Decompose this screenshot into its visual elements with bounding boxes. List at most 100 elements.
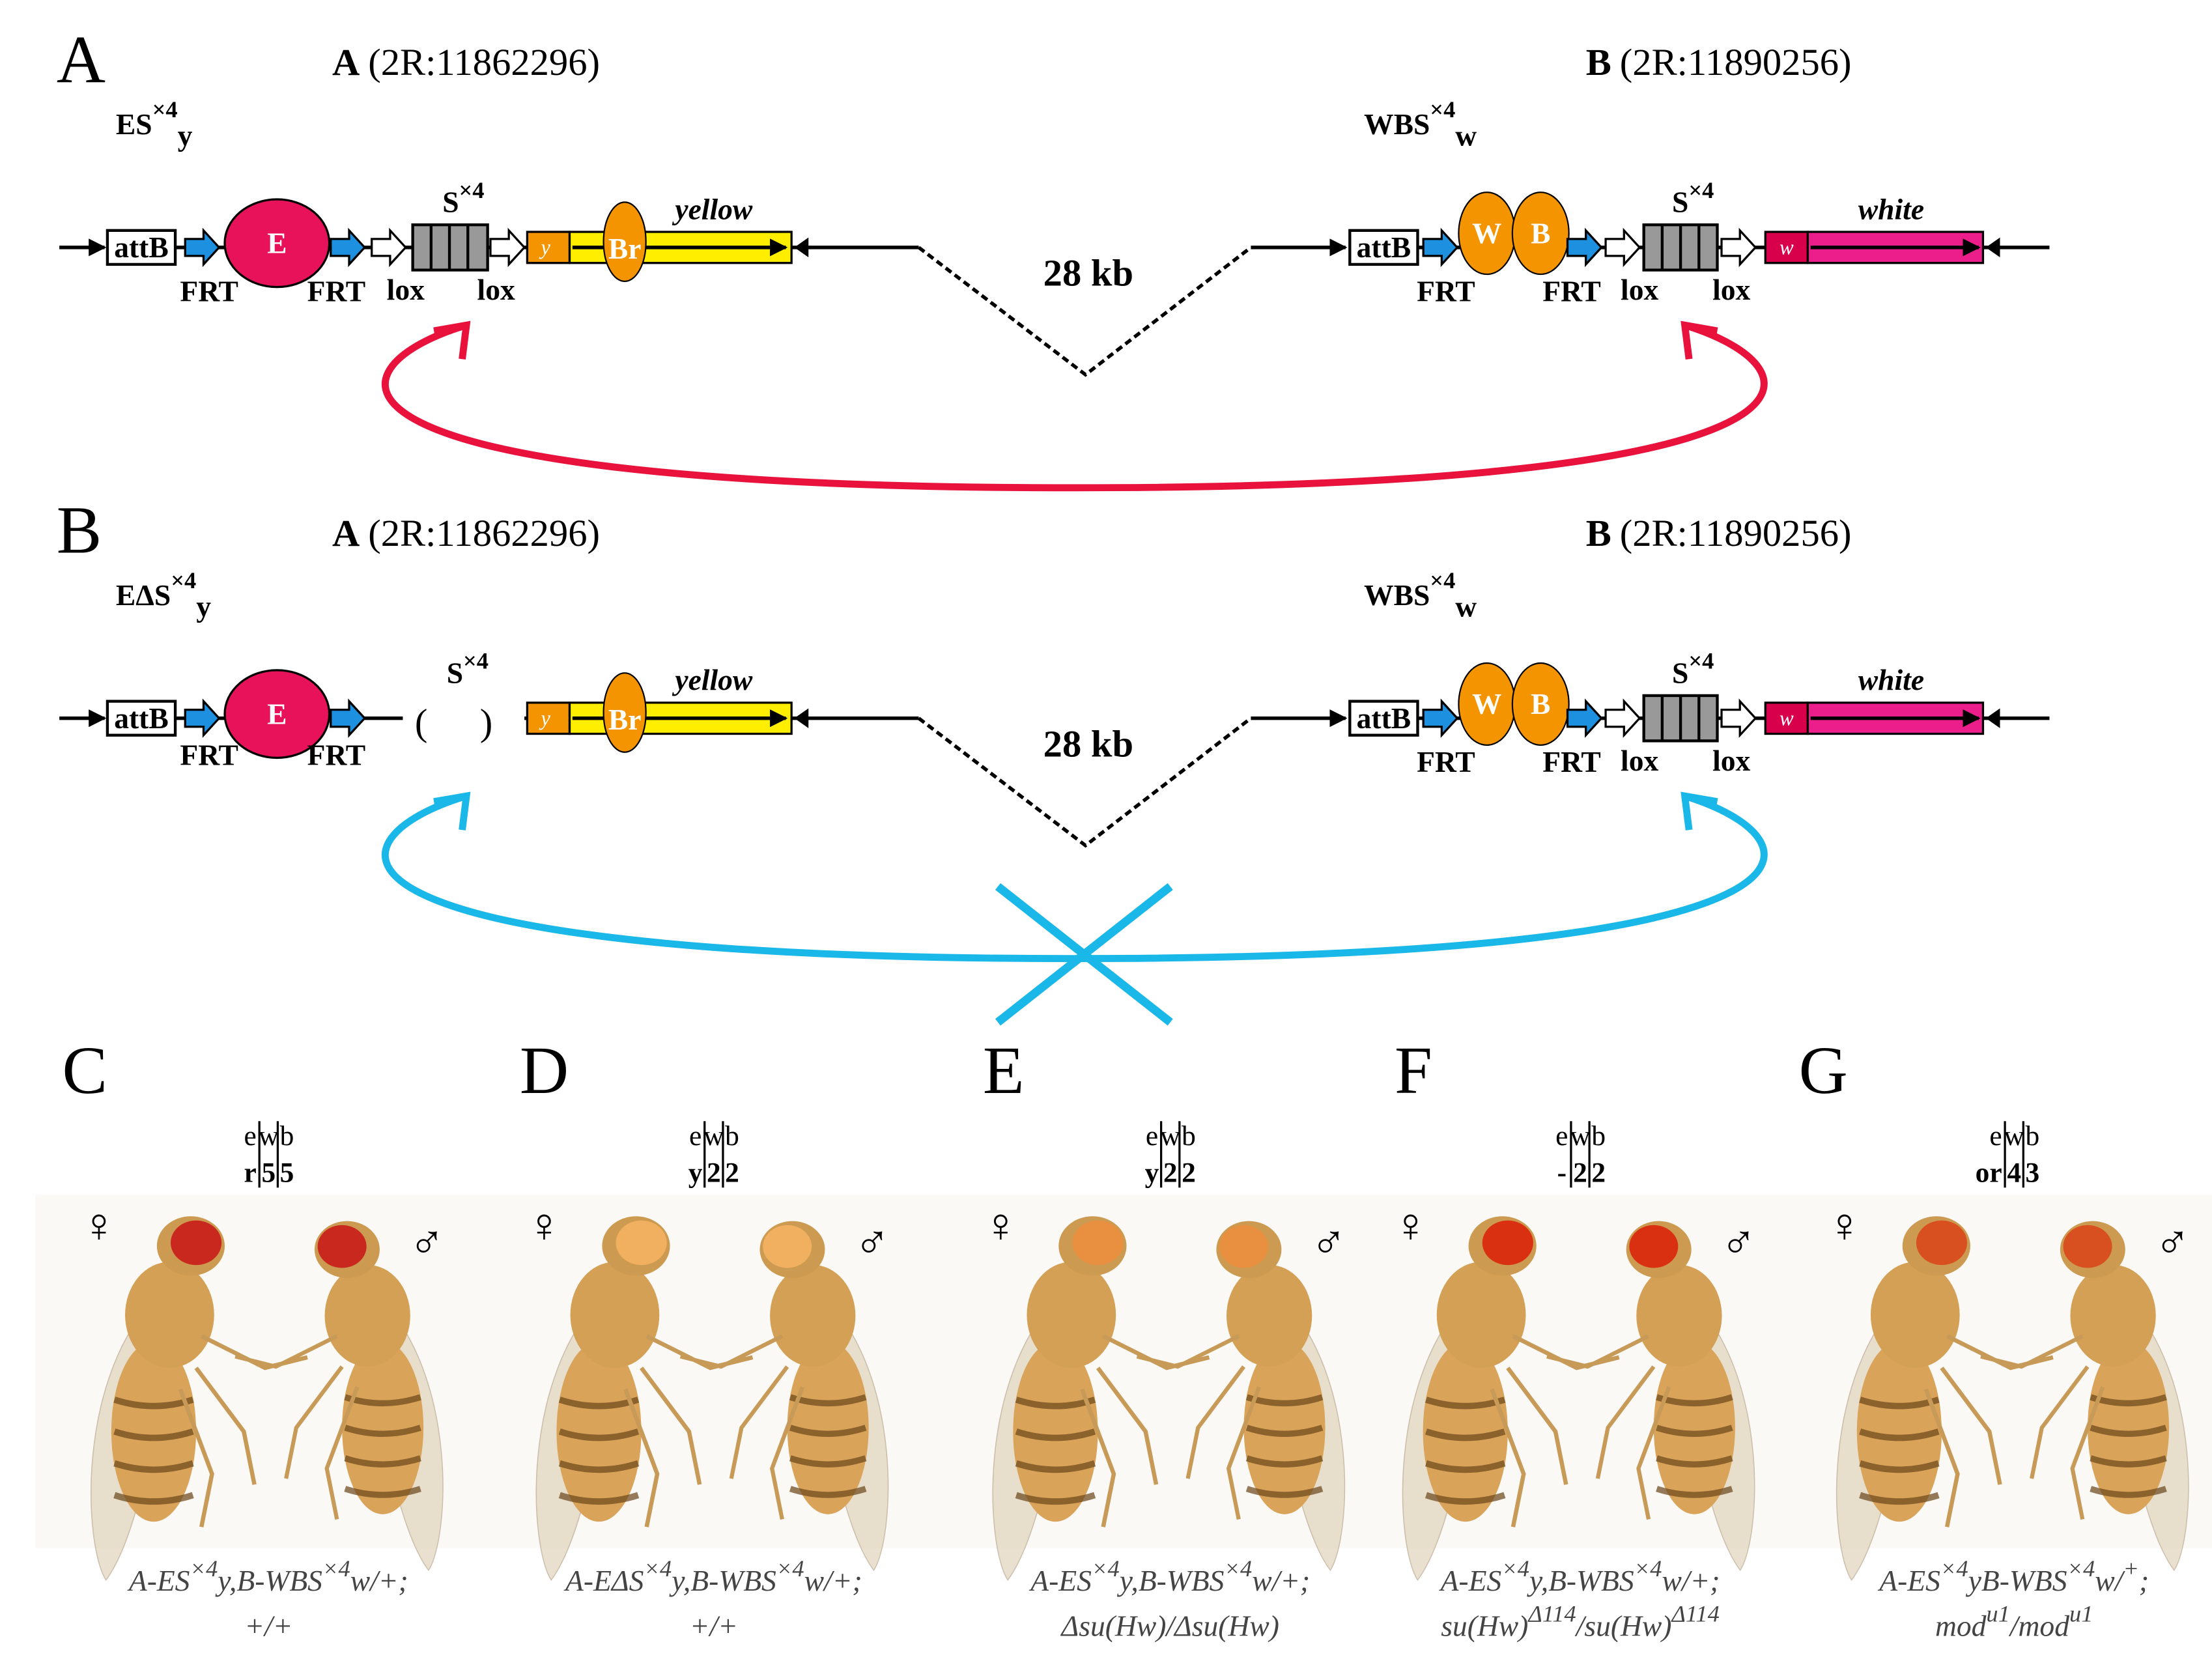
stripe — [1015, 1428, 1096, 1441]
arrow-element — [1720, 227, 1757, 268]
score-value: 2 — [725, 1157, 739, 1189]
arc-head — [1680, 320, 1718, 360]
genotype-part: A-EΔS — [563, 1564, 644, 1597]
abdomen — [342, 1341, 424, 1514]
female-symbol: ♀ — [81, 1199, 117, 1252]
construct-right-part: w — [1455, 119, 1477, 152]
arrow-element — [371, 227, 407, 268]
fly — [1980, 1221, 2189, 1572]
thorax — [1870, 1262, 1960, 1369]
thorax — [324, 1264, 410, 1367]
construct-right: WBS×4w — [1364, 96, 1477, 152]
stripe — [789, 1425, 867, 1437]
insulator-label-part: ×4 — [459, 177, 485, 203]
insulator-label-part: S — [1672, 186, 1688, 219]
lox-label: lox — [387, 273, 425, 306]
distance: 28 kb — [1043, 251, 1133, 294]
score-value: - — [1557, 1157, 1567, 1189]
stripe — [1656, 1455, 1733, 1468]
panel-letter: D — [520, 1032, 569, 1108]
panel-letter: E — [983, 1032, 1025, 1108]
genotype-part: y,B-WBS — [1527, 1564, 1634, 1597]
att-arrow — [1985, 237, 2000, 258]
score-header: w — [1160, 1120, 1181, 1152]
male-symbol: ♂ — [1720, 1215, 1756, 1269]
eye — [1482, 1220, 1533, 1266]
construct-right-part: WBS — [1364, 578, 1430, 612]
site-name: B — [1586, 41, 1611, 83]
legs — [1546, 1334, 1671, 1520]
lox-label: lox — [1621, 273, 1658, 306]
genotype-part: ×4 — [1940, 1555, 1968, 1582]
genotype: +/+ — [244, 1609, 292, 1642]
genotype-part: ×4 — [1224, 1555, 1252, 1582]
stripe — [558, 1428, 640, 1441]
legs — [1490, 1334, 1620, 1527]
genotype: Δsu(Hw)/Δsu(Hw) — [1060, 1609, 1279, 1642]
stripe — [113, 1492, 194, 1505]
score-header: b — [2026, 1120, 2040, 1152]
panel-letter: B — [57, 492, 102, 568]
genotype: modu1/modu1 — [1935, 1601, 2093, 1643]
site-coord: (2R:11862296) — [368, 41, 600, 83]
stripe — [558, 1492, 640, 1505]
genotype-part: A-ES — [127, 1564, 190, 1597]
stripe — [1859, 1492, 1940, 1505]
genotype-part: Δ114 — [1527, 1601, 1576, 1627]
arrow-element — [1604, 227, 1641, 268]
insulator-label-part: ×4 — [1688, 648, 1714, 674]
y-box — [526, 702, 571, 735]
genotype: su(Hw)Δ114/su(Hw)Δ114 — [1441, 1601, 1720, 1643]
genotype-part: /mod — [2008, 1609, 2069, 1642]
genotype-part: ×4 — [1092, 1555, 1120, 1582]
insulator-label-part: ×4 — [463, 648, 489, 674]
score-header: b — [1591, 1120, 1606, 1152]
lox-label: lox — [1712, 273, 1750, 306]
genotype-part: u1 — [2069, 1601, 2093, 1627]
arrow-element — [184, 698, 221, 738]
score-header: e — [1555, 1120, 1568, 1152]
abdomen — [556, 1341, 642, 1522]
stripe — [789, 1455, 867, 1468]
score-value: 4 — [2007, 1157, 2021, 1189]
w-label: W — [1472, 216, 1502, 249]
score-header: b — [725, 1120, 739, 1152]
genotype-part: +/+ — [244, 1609, 292, 1642]
eye — [1629, 1225, 1679, 1268]
eye — [1219, 1225, 1269, 1268]
eye — [2063, 1225, 2112, 1268]
fly — [535, 1216, 754, 1582]
arrow-element — [1566, 227, 1603, 268]
score-header: w — [1570, 1120, 1591, 1152]
fly — [1136, 1221, 1346, 1572]
male-symbol: ♂ — [409, 1215, 445, 1269]
br-insulator — [603, 672, 647, 753]
legs — [234, 1334, 360, 1520]
enhancer-label: E — [267, 697, 287, 730]
arrow-element — [1720, 698, 1757, 738]
eye — [1916, 1220, 1968, 1266]
abdomen — [1856, 1341, 1942, 1522]
site-name: A — [332, 41, 360, 83]
frt-label: FRT — [1542, 274, 1601, 307]
br-label: Br — [608, 232, 642, 265]
arc-head — [433, 320, 471, 360]
arrow-element — [1422, 227, 1459, 268]
att-arrow — [794, 708, 809, 728]
arrow-element — [489, 227, 526, 268]
male-symbol: ♂ — [1311, 1215, 1346, 1269]
genotype-part: A-ES — [1439, 1564, 1502, 1597]
score-header: b — [1182, 1120, 1196, 1152]
thorax — [1227, 1264, 1312, 1367]
construct-left: EΔS×4y — [116, 567, 211, 623]
stripe — [113, 1428, 194, 1441]
site-b: B (2R:11890256) — [1586, 41, 1852, 83]
score-value: r — [244, 1157, 256, 1189]
insulator-label-part: S — [447, 656, 463, 689]
attb-label: attB — [1357, 702, 1411, 735]
stripe — [2090, 1455, 2167, 1468]
panel-letter: F — [1395, 1032, 1432, 1108]
legs — [1980, 1334, 2105, 1520]
